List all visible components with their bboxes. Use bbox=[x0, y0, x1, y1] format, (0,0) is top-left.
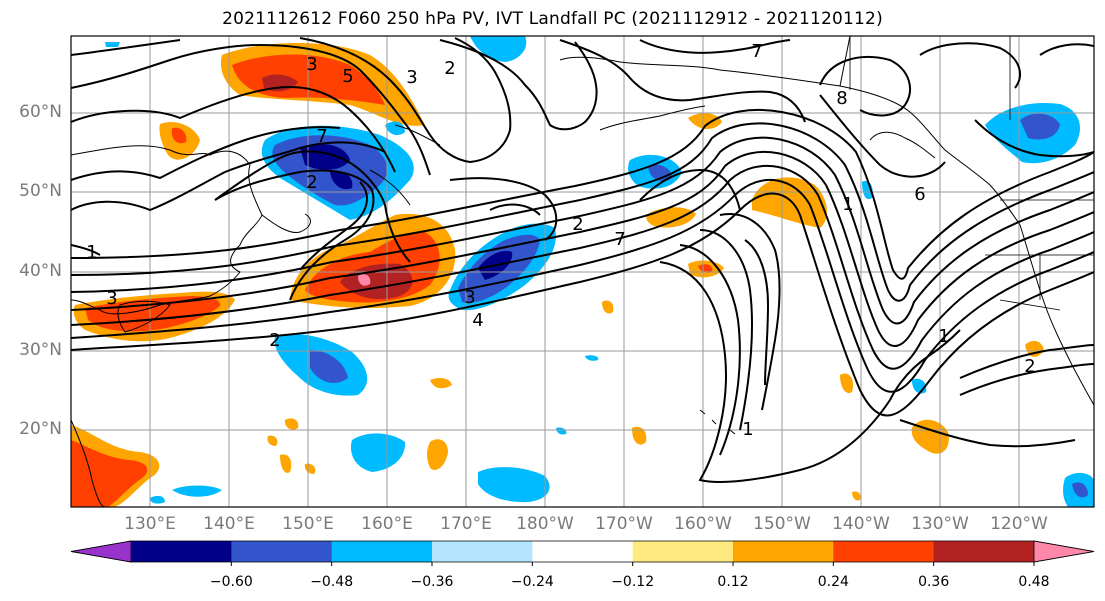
positive-anomaly-region bbox=[430, 377, 452, 389]
longitude-label: 130°W bbox=[911, 514, 969, 534]
colorbar-segment bbox=[432, 541, 533, 562]
colorbar-tick-label: 0.24 bbox=[817, 574, 849, 590]
longitude-label: 120°W bbox=[990, 514, 1048, 534]
positive-anomaly-region bbox=[632, 426, 647, 445]
longitude-label: 150°W bbox=[753, 514, 811, 534]
negative-anomaly-region bbox=[470, 36, 527, 62]
contour-label: 2 bbox=[306, 172, 317, 193]
positive-anomaly-region bbox=[304, 463, 316, 474]
negative-anomaly-region bbox=[330, 170, 353, 190]
contour-label: 2 bbox=[444, 58, 455, 79]
contour-label: 3 bbox=[106, 288, 117, 309]
longitude-label: 160°E bbox=[361, 514, 413, 534]
colorbar-segment bbox=[131, 541, 232, 562]
longitude-label: 170°E bbox=[440, 514, 492, 534]
colorbar-segment bbox=[231, 541, 333, 562]
contour-label: 8 bbox=[836, 88, 847, 109]
longitude-label: 140°W bbox=[832, 514, 890, 534]
longitude-label: 140°E bbox=[203, 514, 255, 534]
contour-label: 4 bbox=[472, 310, 483, 331]
negative-anomaly-region bbox=[172, 485, 222, 497]
contour-label: 3 bbox=[406, 67, 417, 88]
longitude-label: 170°W bbox=[595, 514, 653, 534]
positive-anomaly-region bbox=[280, 454, 292, 473]
contour-label: 7 bbox=[751, 41, 762, 62]
longitude-label: 150°E bbox=[282, 514, 334, 534]
colorbar-tick-label: −0.36 bbox=[410, 574, 454, 590]
latitude-label: 20°N bbox=[19, 419, 62, 439]
map-title: 2021112612 F060 250 hPa PV, IVT Landfall… bbox=[222, 9, 883, 29]
positive-anomaly-region bbox=[698, 264, 713, 273]
contour-label: 3 bbox=[464, 287, 475, 308]
negative-anomaly-region bbox=[385, 121, 405, 136]
negative-anomaly-region bbox=[478, 467, 550, 503]
contour-label: 1 bbox=[742, 419, 753, 440]
colorbar-segment bbox=[733, 541, 834, 562]
positive-anomaly-region bbox=[427, 439, 448, 471]
negative-anomaly-region bbox=[1020, 113, 1060, 140]
colorbar-tick-label: 0.36 bbox=[918, 574, 950, 590]
contour-label: 2 bbox=[1024, 356, 1035, 377]
positive-anomaly-region bbox=[358, 274, 371, 286]
negative-anomaly-region bbox=[310, 350, 348, 383]
colorbar-extend-low bbox=[70, 540, 132, 563]
contour-label: 1 bbox=[842, 194, 853, 215]
contour-label: 2 bbox=[269, 330, 280, 351]
longitude-label: 180°W bbox=[516, 514, 574, 534]
colorbar-tick-label: −0.60 bbox=[209, 574, 253, 590]
negative-anomaly-region bbox=[556, 427, 567, 435]
latitude-label: 60°N bbox=[19, 102, 62, 122]
political-borders bbox=[849, 36, 1094, 311]
positive-anomaly-region bbox=[840, 373, 854, 394]
colorbar-segment bbox=[532, 541, 634, 562]
colorbar-tick-label: −0.48 bbox=[310, 574, 354, 590]
colorbar-tick-label: −0.12 bbox=[611, 574, 655, 590]
pv-contours bbox=[71, 37, 1094, 483]
negative-anomaly-region bbox=[300, 144, 350, 170]
contour-label: 2 bbox=[572, 214, 583, 235]
positive-anomaly-region bbox=[602, 300, 614, 314]
colorbar-segment bbox=[933, 541, 1035, 562]
positive-anomaly-region bbox=[688, 113, 722, 130]
colorbar-outline bbox=[70, 540, 1095, 563]
colorbar-extend-high bbox=[1033, 540, 1095, 563]
colorbar-tick-label: −0.24 bbox=[510, 574, 554, 590]
negative-anomaly-region bbox=[150, 495, 165, 504]
contour-label: 5 bbox=[342, 66, 353, 87]
map-frame bbox=[70, 35, 1095, 508]
contour-label: 6 bbox=[914, 184, 925, 205]
colorbar-segment bbox=[331, 541, 433, 562]
negative-anomaly-region bbox=[585, 355, 599, 361]
colorbar-segment bbox=[632, 541, 734, 562]
colorbar-tick-label: 0.48 bbox=[1018, 574, 1050, 590]
positive-anomaly-region bbox=[852, 491, 861, 501]
contour-label: 3 bbox=[306, 54, 317, 75]
colorbar bbox=[70, 540, 1095, 566]
longitude-label: 160°W bbox=[674, 514, 732, 534]
latitude-label: 30°N bbox=[19, 340, 62, 360]
colorbar-tick-label: 0.60 bbox=[1099, 574, 1105, 590]
latitude-label: 50°N bbox=[19, 181, 62, 201]
positive-anomaly-region bbox=[284, 418, 299, 430]
contour-label: 1 bbox=[938, 326, 949, 347]
contour-label: 7 bbox=[316, 126, 327, 147]
positive-anomaly-region bbox=[71, 440, 148, 507]
contour-label: 1 bbox=[86, 242, 97, 263]
negative-anomaly-region bbox=[1072, 482, 1088, 498]
contour-label: 7 bbox=[614, 229, 625, 250]
latitude-label: 40°N bbox=[19, 261, 62, 281]
colorbar-tick-label: 0.12 bbox=[717, 574, 749, 590]
longitude-label: 130°E bbox=[124, 514, 176, 534]
colorbar-segment bbox=[833, 541, 935, 562]
negative-anomaly-region bbox=[105, 42, 120, 47]
positive-anomaly-region bbox=[171, 127, 187, 144]
positive-anomaly-region bbox=[267, 435, 278, 446]
positive-anomaly-region bbox=[752, 177, 827, 228]
negative-anomaly-region bbox=[350, 433, 406, 472]
